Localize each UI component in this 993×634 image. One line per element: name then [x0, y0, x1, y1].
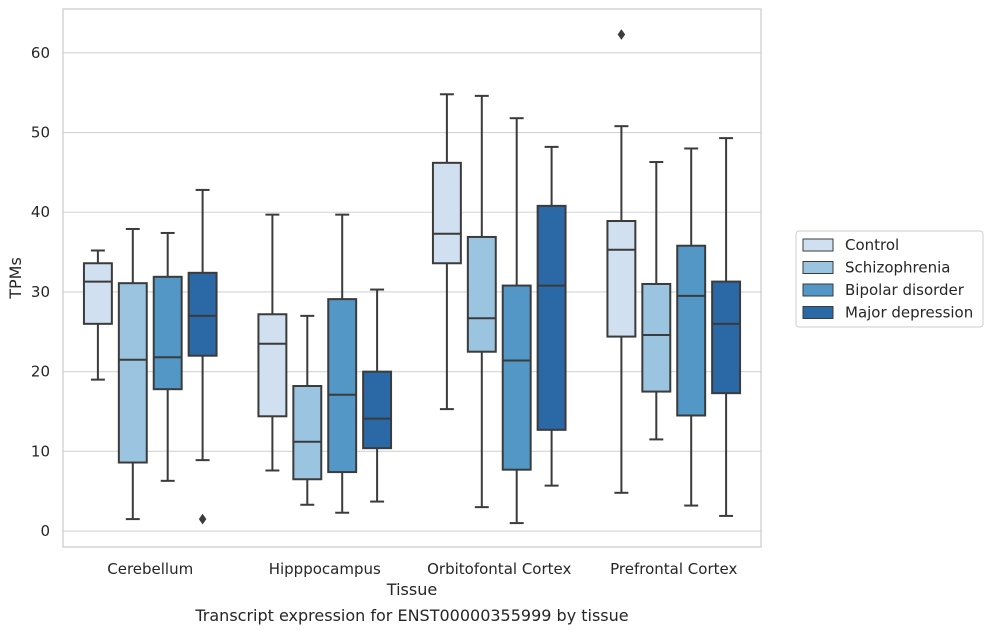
figure-caption: Transcript expression for ENST0000035599…: [195, 606, 629, 625]
box-schizophrenia: [641, 161, 672, 441]
y-tick-label: 40: [31, 203, 50, 221]
box-control: [257, 213, 288, 472]
box-bipolar-disorder: [152, 231, 183, 482]
legend-swatch: [802, 261, 834, 274]
legend: Control Schizophrenia Bipolar disorder Majo…: [795, 230, 984, 328]
box-body: [641, 282, 672, 393]
legend-swatch: [802, 306, 834, 319]
box-schizophrenia: [466, 94, 497, 509]
box-schizophrenia: [292, 314, 323, 506]
box-bipolar-disorder: [676, 147, 707, 507]
box-body: [152, 275, 183, 391]
legend-label: Bipolar disorder: [845, 281, 965, 299]
legend-label: Control: [845, 236, 899, 254]
box-body: [466, 235, 497, 353]
legend-swatch: [802, 283, 834, 297]
box-body: [362, 370, 393, 450]
box-body: [117, 282, 148, 464]
y-tick-label: 50: [31, 124, 50, 142]
y-tick-label: 30: [31, 283, 50, 301]
box-control: [606, 29, 637, 494]
box-major-depression: [711, 137, 742, 517]
y-axis-ticks: 0 10 20 30 40 50 60: [31, 44, 50, 540]
x-axis-ticks: Cerebellum Hipppocampus Orbitofontal Corte…: [107, 560, 737, 578]
x-tick-label: Prefrontal Cortex: [610, 560, 737, 578]
box-control: [431, 93, 462, 411]
box-body: [676, 244, 707, 417]
x-tick-label: Cerebellum: [107, 560, 193, 578]
y-tick-label: 10: [31, 442, 50, 460]
box-body: [327, 298, 358, 474]
box-control: [82, 249, 113, 381]
box-major-depression: [536, 145, 567, 487]
box-body: [187, 271, 218, 357]
box-body: [606, 220, 637, 338]
box-body: [431, 161, 462, 265]
box-body: [292, 384, 323, 481]
plot-frame: [62, 8, 762, 548]
legend-label: Schizophrenia: [845, 259, 950, 277]
box-body: [257, 313, 288, 418]
y-tick-label: 0: [40, 522, 50, 540]
legend-swatch: [802, 238, 834, 252]
legend-label: Major depression: [845, 304, 973, 322]
box-body: [501, 284, 532, 471]
box-body: [536, 204, 567, 431]
box-body: [711, 280, 742, 395]
outlier-point: [198, 513, 207, 525]
x-tick-label: Hipppocampus: [269, 560, 381, 578]
box-body: [82, 262, 113, 325]
y-tick-label: 60: [31, 44, 50, 62]
legend-frame: [795, 230, 984, 328]
box-major-depression: [362, 288, 393, 503]
box-schizophrenia: [117, 227, 148, 521]
y-axis-label: TPMs: [6, 257, 25, 300]
box-bipolar-disorder: [501, 117, 532, 525]
x-axis-label: Tissue: [386, 580, 437, 599]
box-bipolar-disorder: [327, 213, 358, 514]
boxplots: [82, 29, 742, 525]
x-tick-label: Orbitofontal Cortex: [427, 560, 571, 578]
y-tick-label: 20: [31, 363, 50, 381]
box-major-depression: [187, 188, 218, 525]
outlier-point: [617, 29, 626, 40]
